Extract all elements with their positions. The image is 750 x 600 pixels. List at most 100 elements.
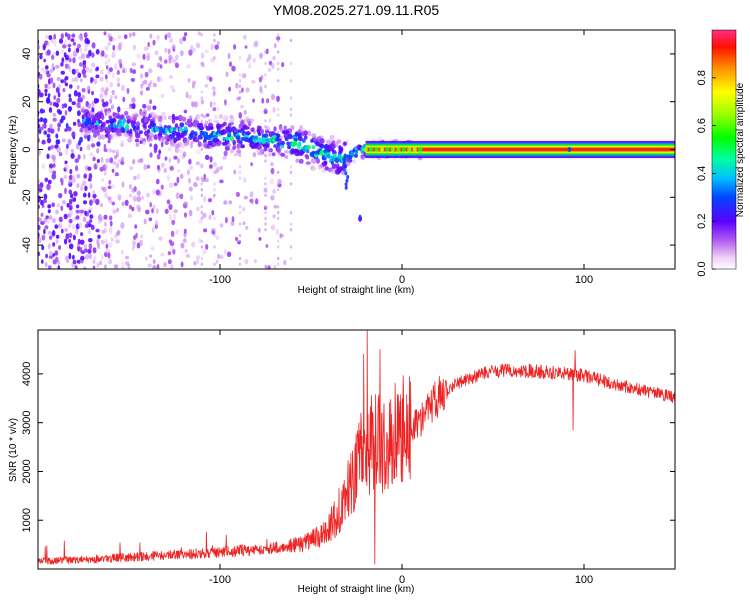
spectrogram-cell (79, 47, 83, 53)
spectrogram-cell (184, 201, 189, 206)
spectrogram-cell (111, 184, 115, 189)
spectrogram-cell (133, 175, 137, 180)
spectrogram-cell (338, 166, 344, 172)
spectrogram-cell (277, 256, 280, 261)
spectrogram-cell (75, 215, 80, 220)
spectrogram-cell (180, 261, 184, 268)
spectrogram-cell (132, 69, 137, 75)
spectrogram-cell (323, 160, 328, 165)
spectrogram-cell (213, 107, 216, 111)
spectrogram-cell (167, 251, 172, 256)
spectrogram-cell (103, 227, 108, 233)
spectrogram-cell (64, 148, 68, 156)
spectrogram-cell (110, 237, 114, 242)
spectrogram-cell (225, 216, 228, 224)
spectrogram-cell (164, 208, 169, 214)
spectrogram-cell (270, 167, 275, 175)
spectrogram-cell (164, 34, 168, 41)
spectrogram-cell (198, 237, 202, 244)
spectrogram-cell (137, 173, 140, 180)
spectrogram-cell (132, 32, 136, 37)
spectrogram-cell (71, 68, 76, 75)
spectrogram-cell (143, 218, 147, 225)
spectrogram-cell (124, 199, 129, 206)
spectrogram-cell (155, 208, 159, 214)
spectrogram-cell (305, 161, 311, 165)
spectrogram-cell (48, 35, 53, 40)
spectrogram-cell (129, 166, 134, 171)
spectrogram-cell (238, 84, 242, 88)
spectrogram-cell (238, 256, 242, 261)
spectrogram-cell (203, 131, 209, 136)
spectrogram-cell (119, 114, 125, 120)
spectrogram-cell (244, 45, 248, 49)
spectrogram-cell (338, 146, 344, 153)
y-tick-label: 2000 (21, 459, 33, 483)
spectrogram-cell (95, 49, 100, 55)
spectrogram-cell (180, 50, 184, 57)
spectrogram-cell (65, 122, 69, 129)
spectrogram-cell (204, 120, 209, 125)
spectrogram-cell (46, 217, 50, 225)
y-tick-label: 1000 (21, 508, 33, 532)
spectrogram-cell (143, 118, 148, 124)
spectrogram-cell (277, 50, 280, 54)
spectrogram-cell (156, 154, 161, 160)
spectrogram-cell (87, 103, 92, 109)
spectrogram-cell (149, 143, 153, 148)
spectrogram-cell (47, 93, 51, 98)
spectrogram-cell (68, 243, 74, 250)
spectrogram-cell (131, 206, 135, 212)
spectrogram-cell (100, 86, 105, 93)
spectrogram-cell (60, 205, 64, 211)
spectrogram-cell (95, 98, 100, 103)
spectrogram-cell (109, 133, 114, 140)
spectrogram-cell (208, 214, 212, 220)
spectrogram-cell (43, 217, 47, 224)
spectrogram-cell (47, 209, 51, 214)
spectrogram-cell (58, 245, 62, 250)
spectrogram-cell (238, 233, 242, 238)
spectrogram-cell (240, 105, 244, 109)
spectrogram-cell (344, 164, 348, 169)
spectrogram-cell (186, 64, 191, 69)
spectrogram-cell (127, 213, 132, 218)
spectrogram-cell (46, 49, 51, 56)
spectrogram-cell (152, 264, 157, 269)
spectrogram-cell (207, 118, 212, 123)
spectrogram-cell (167, 115, 172, 120)
spectrogram-cell (70, 193, 74, 199)
spectrogram-cell (214, 44, 219, 50)
spectrogram-cell (136, 53, 141, 59)
spectrogram-cell (169, 165, 174, 171)
spectrogram-cell (281, 62, 285, 68)
spectrogram-cell (121, 260, 125, 267)
spectrogram-cell (163, 168, 167, 173)
spectrogram-cell (147, 263, 152, 268)
spectrogram-cell (145, 256, 148, 261)
spectrogram-x-label: Height of straight line (km) (298, 285, 415, 296)
spectrogram-cell (70, 153, 75, 159)
spectrogram-cell (42, 44, 46, 51)
spectrogram-cell (118, 58, 122, 65)
spectrogram-cell (263, 133, 269, 138)
spectrogram-cell (264, 228, 267, 232)
spectrogram-cell (68, 210, 74, 216)
spectrogram-cell (290, 125, 295, 131)
spectrogram-cell (52, 253, 56, 257)
snr-x-ticks: -100 0 100 (209, 330, 593, 586)
spectrogram-cell (189, 195, 194, 201)
spectrogram-cell (173, 182, 178, 187)
spectrogram-cell (143, 79, 148, 85)
spectrogram-cell (90, 52, 95, 58)
spectrogram-cell (277, 33, 280, 37)
spectrogram-cell (257, 144, 262, 151)
spectrogram-cell (242, 73, 247, 79)
spectrogram-cell (209, 156, 213, 163)
spectrogram-cell (64, 238, 68, 245)
spectrogram-y-ticks: 40 20 0 -20 -40 (21, 48, 675, 253)
spectrogram-cell (116, 132, 122, 137)
spectrogram-cell (79, 209, 85, 214)
spectrogram-cell (342, 160, 346, 165)
spectrogram-cell (115, 162, 120, 169)
